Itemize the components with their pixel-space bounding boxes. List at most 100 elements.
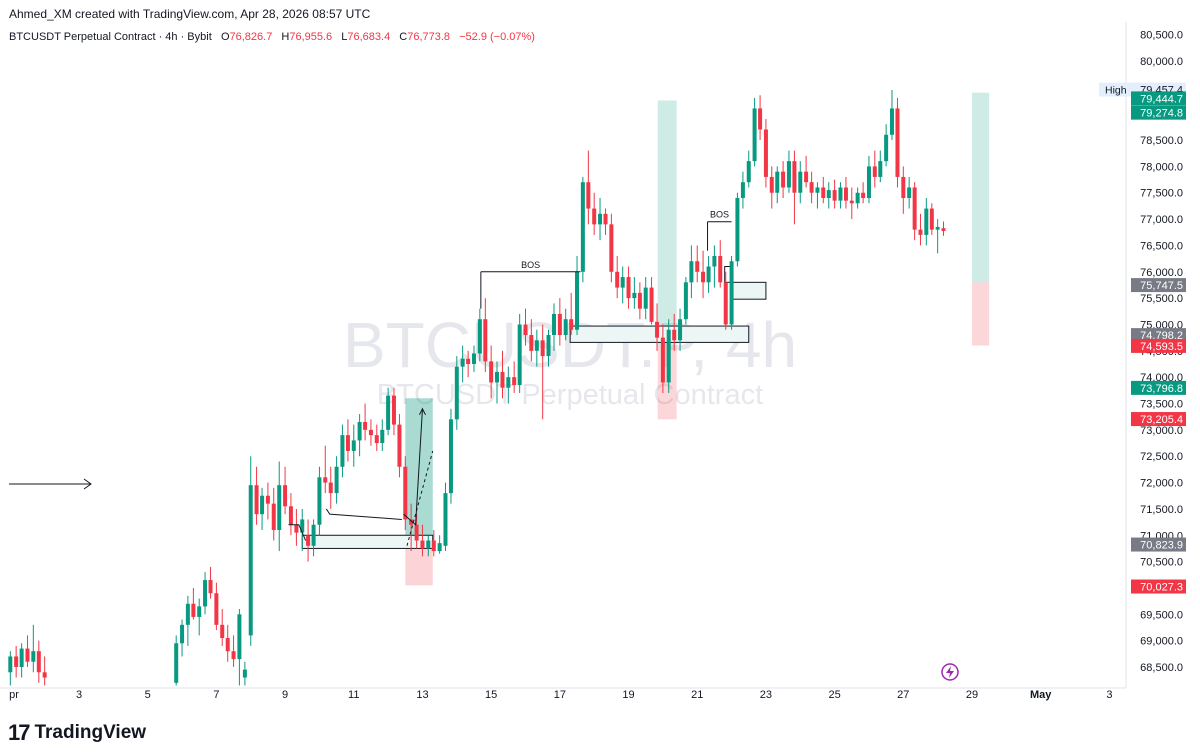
candle <box>918 213 923 246</box>
candle-body <box>397 424 402 467</box>
lightning-icon[interactable] <box>941 663 959 681</box>
candle <box>712 245 717 288</box>
candle <box>752 97 757 167</box>
candle <box>391 387 396 436</box>
price-label: 74,593.5 <box>1131 338 1186 353</box>
candle <box>523 308 528 346</box>
candle-body <box>889 108 894 135</box>
time-tick-label: 5 <box>145 689 151 701</box>
price-label-value: 79,274.8 <box>1140 108 1183 120</box>
candle <box>821 176 826 204</box>
price-tick-label: 77,500.0 <box>1140 188 1183 200</box>
candle-body <box>655 321 660 338</box>
candle-body <box>603 213 608 225</box>
candle <box>328 466 333 509</box>
tradingview-logo[interactable]: 17 TradingView <box>8 720 146 746</box>
candle-body <box>466 358 471 364</box>
candle <box>718 240 723 288</box>
candle-body <box>660 337 665 383</box>
candle-body <box>368 429 373 436</box>
candle <box>855 187 860 209</box>
low-value: 76,683.4 <box>347 31 391 43</box>
candle-body <box>506 377 511 388</box>
candle <box>557 298 562 346</box>
candle <box>180 619 185 657</box>
structure-line <box>288 524 307 541</box>
price-tick-label: 77,000.0 <box>1140 214 1183 226</box>
candle <box>403 456 408 530</box>
candle-body <box>277 485 282 530</box>
candle-body <box>689 261 694 283</box>
candle <box>826 182 831 209</box>
candle-body <box>546 335 551 357</box>
candle-body <box>746 161 751 183</box>
candle-body <box>323 477 328 483</box>
candle <box>477 308 482 362</box>
price-tick-label: 69,500.0 <box>1140 609 1183 621</box>
price-label: 70,823.9 <box>1131 537 1186 552</box>
candle-body <box>317 477 322 525</box>
candle-body <box>786 161 791 188</box>
stop-zone-2 <box>972 282 990 346</box>
candle <box>832 179 837 209</box>
low-label: L <box>341 31 348 43</box>
candle <box>214 582 219 631</box>
price-label: 70,027.3 <box>1131 579 1186 594</box>
candle-body <box>672 329 677 341</box>
candle <box>666 319 671 393</box>
time-axis[interactable]: pr 3 5 7 9 11 13 15 17 19 21 23 25 27 29 May 3 <box>9 689 1112 701</box>
candle-body <box>620 277 625 288</box>
candle <box>569 292 574 336</box>
candle-body <box>220 624 225 639</box>
tradingview-logo-text: TradingView <box>34 722 147 743</box>
projection-arrow <box>403 408 423 526</box>
price-tick-label: 75,500.0 <box>1140 293 1183 305</box>
candle-body <box>225 638 230 652</box>
candle-body <box>901 176 906 199</box>
candle <box>804 155 809 188</box>
candle-body <box>855 192 860 204</box>
candle <box>580 176 585 283</box>
candle-body <box>798 171 803 193</box>
candle <box>300 508 305 552</box>
candle <box>242 661 247 686</box>
candle-body <box>712 255 717 267</box>
target-zone-1 <box>657 100 677 346</box>
candle <box>317 466 322 536</box>
candle <box>884 124 889 167</box>
candle <box>723 271 728 330</box>
price-labels: High 79,457.479,444.779,274.875,747.574,7… <box>1099 82 1186 594</box>
candle-body <box>529 335 534 351</box>
candle-body <box>443 493 448 546</box>
candle-body <box>815 187 820 193</box>
price-label-value: 70,823.9 <box>1140 540 1183 552</box>
time-tick-label: 27 <box>897 689 909 701</box>
time-tick-label: 21 <box>691 689 703 701</box>
candle-body <box>706 266 711 283</box>
candle <box>374 424 379 451</box>
candle <box>815 182 820 209</box>
candle-body <box>489 361 494 383</box>
candle <box>660 324 665 393</box>
candle <box>603 208 608 235</box>
price-tick-label: 71,500.0 <box>1140 504 1183 516</box>
candle-body <box>345 435 350 451</box>
candle <box>203 572 208 615</box>
candle <box>334 456 339 504</box>
candle <box>363 403 368 441</box>
candle <box>695 245 700 283</box>
candle <box>866 155 871 204</box>
candle-body <box>36 651 41 673</box>
candle <box>529 319 534 362</box>
candle <box>637 282 642 320</box>
candle <box>843 176 848 209</box>
candle-body <box>718 255 723 283</box>
high-value: 76,955.6 <box>289 31 333 43</box>
target-zone-2 <box>972 92 990 283</box>
candle-body <box>174 643 179 683</box>
candle-body <box>569 319 574 330</box>
candle <box>924 198 929 246</box>
candle-body <box>752 108 757 162</box>
candle <box>489 345 494 399</box>
